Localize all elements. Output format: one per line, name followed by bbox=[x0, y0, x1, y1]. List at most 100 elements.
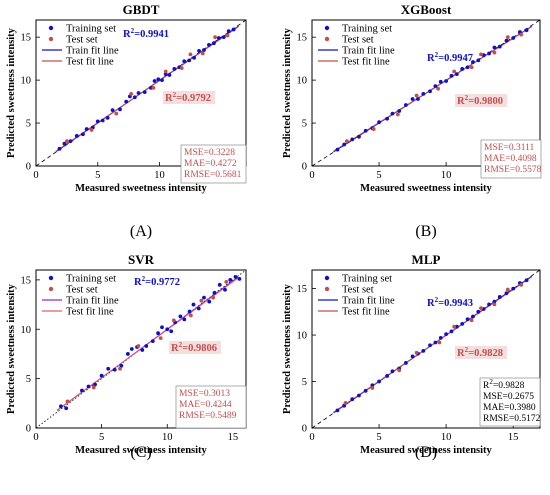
test-point bbox=[492, 302, 497, 307]
training-point bbox=[504, 38, 509, 43]
training-point bbox=[237, 276, 242, 281]
training-point bbox=[449, 73, 454, 78]
test-point bbox=[179, 66, 184, 70]
legend-marker bbox=[324, 286, 330, 292]
r2-train-label: R2=0.9941 bbox=[123, 27, 169, 40]
training-point bbox=[160, 325, 164, 330]
legend-marker bbox=[48, 25, 54, 31]
training-point bbox=[335, 147, 340, 152]
training-point bbox=[410, 97, 415, 101]
legend-label: Train fit line bbox=[342, 46, 395, 57]
training-point bbox=[152, 79, 157, 83]
training-point bbox=[471, 60, 475, 64]
training-point bbox=[191, 302, 196, 307]
training-point bbox=[118, 107, 122, 112]
legend-label: Training set bbox=[342, 24, 392, 35]
chart-title: XGBoost bbox=[401, 2, 452, 17]
training-point bbox=[106, 366, 111, 371]
y-axis-label: Predicted sweetness intensity bbox=[282, 27, 293, 158]
training-point bbox=[93, 382, 97, 387]
training-point bbox=[80, 388, 84, 393]
training-point bbox=[59, 404, 63, 409]
training-point bbox=[524, 28, 529, 33]
legend-label: Training set bbox=[66, 24, 116, 35]
y-axis-label: Predicted sweetness intensity bbox=[6, 27, 17, 158]
x-tick-label: 15 bbox=[508, 432, 519, 443]
training-point bbox=[74, 134, 79, 138]
chart-panel-mlp: MLP 0 5 10 15 0 5 10 15 Measured sweetness intens… bbox=[282, 252, 541, 461]
x-tick-label: 10 bbox=[441, 170, 452, 181]
test-point bbox=[224, 279, 229, 284]
training-point bbox=[140, 348, 145, 352]
y-tick-label: 15 bbox=[21, 275, 32, 286]
training-point bbox=[217, 282, 222, 287]
test-point bbox=[395, 112, 400, 117]
training-point bbox=[465, 317, 470, 322]
test-point bbox=[519, 32, 524, 37]
training-point bbox=[487, 302, 491, 307]
test-point bbox=[437, 340, 442, 345]
training-point bbox=[390, 111, 395, 116]
y-tick-label: 15 bbox=[297, 284, 308, 295]
test-point bbox=[171, 318, 176, 323]
legend-label: Train fit line bbox=[66, 296, 119, 307]
training-point bbox=[233, 275, 238, 279]
x-tick-label: 15 bbox=[228, 432, 239, 443]
test-point bbox=[118, 366, 122, 371]
test-point bbox=[414, 93, 419, 98]
chart-title: MLP bbox=[412, 252, 441, 267]
training-point bbox=[428, 89, 432, 94]
x-tick-label: 0 bbox=[309, 170, 314, 181]
metric-text: MSE=0.3228 bbox=[184, 148, 235, 158]
metric-text: MSE=0.2675 bbox=[483, 392, 534, 402]
y-tick-label: 15 bbox=[297, 33, 308, 44]
test-point bbox=[91, 385, 96, 390]
x-axis-label: Measured sweetness intensity bbox=[360, 183, 492, 194]
x-axis-label: Measured sweetness intensity bbox=[75, 445, 207, 456]
metric-text: RMSE=0.5578 bbox=[484, 165, 542, 175]
legend-label: Training set bbox=[342, 274, 392, 285]
training-point bbox=[142, 90, 147, 95]
training-point bbox=[421, 91, 426, 96]
test-point bbox=[371, 127, 376, 131]
training-point bbox=[410, 354, 415, 359]
test-point bbox=[89, 128, 94, 132]
training-point bbox=[357, 393, 361, 398]
r2-test-label: R2=0.9806 bbox=[171, 341, 217, 354]
training-point bbox=[511, 286, 516, 291]
training-point bbox=[511, 36, 516, 40]
legend-label: Test set bbox=[342, 35, 374, 46]
y-tick-label: 5 bbox=[26, 374, 31, 385]
r2-test-label: R2=0.9828 bbox=[457, 346, 503, 359]
metric-text: RMSE=0.5681 bbox=[184, 170, 242, 180]
test-fit-line bbox=[56, 277, 239, 411]
y-tick-label: 0 bbox=[26, 162, 31, 173]
training-point bbox=[125, 352, 130, 356]
legend-label: Test set bbox=[342, 285, 374, 296]
metric-text: MAE=0.4244 bbox=[179, 400, 232, 410]
training-point bbox=[492, 299, 497, 304]
test-point bbox=[492, 50, 497, 55]
r2-test-highlight bbox=[455, 346, 507, 359]
r2-test-label: R2=0.9792 bbox=[165, 91, 211, 104]
metric-text: RMSE=0.5489 bbox=[179, 411, 237, 421]
metric-text: MAE=0.3980 bbox=[483, 403, 536, 413]
metrics-box bbox=[180, 144, 247, 184]
test-point bbox=[114, 111, 119, 116]
r2-test-highlight bbox=[163, 91, 215, 104]
training-point bbox=[95, 119, 100, 124]
legend-label: Test fit line bbox=[342, 307, 390, 318]
training-point bbox=[390, 369, 395, 374]
y-tick-label: 5 bbox=[302, 119, 307, 130]
training-point bbox=[363, 128, 368, 133]
training-point bbox=[492, 45, 497, 50]
training-point bbox=[350, 397, 355, 402]
test-point bbox=[343, 401, 348, 405]
legend-marker bbox=[324, 25, 330, 31]
test-point bbox=[505, 35, 510, 40]
metric-text: MSE=0.3013 bbox=[179, 389, 230, 399]
training-point bbox=[476, 309, 481, 314]
training-point bbox=[144, 344, 149, 348]
training-point bbox=[196, 306, 201, 311]
x-tick-label: 5 bbox=[99, 432, 104, 443]
